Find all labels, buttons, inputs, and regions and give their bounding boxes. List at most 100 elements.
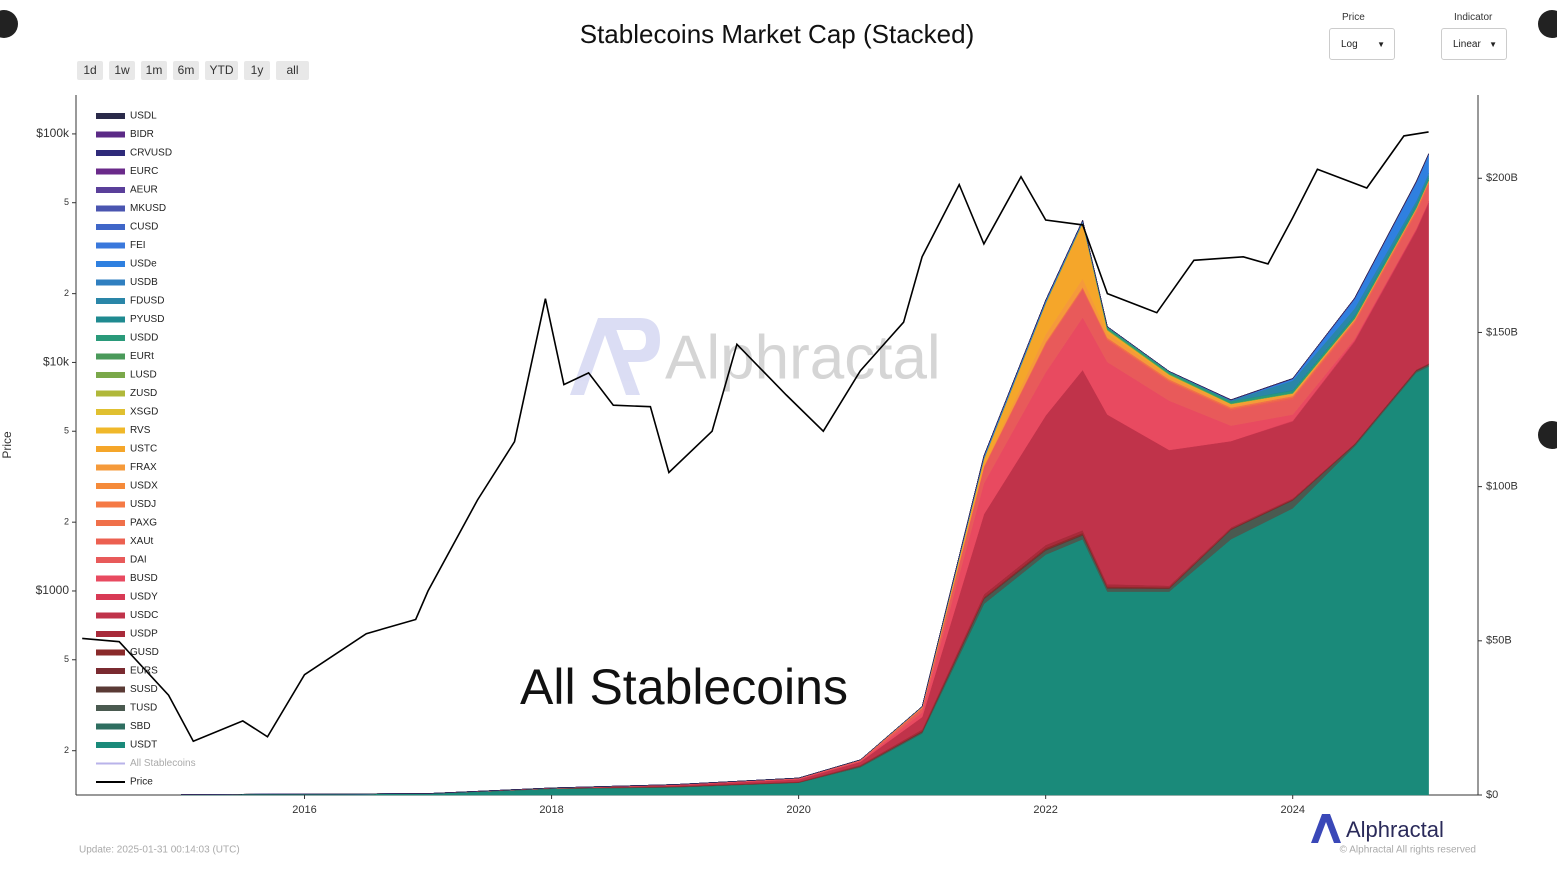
legend-swatch: [96, 631, 125, 637]
update-time: Update: 2025-01-31 00:14:03 (UTC): [79, 845, 240, 856]
legend-label: EURC: [130, 166, 158, 177]
nav-side[interactable]: [1538, 421, 1557, 449]
x-tick-label: 2022: [1033, 804, 1057, 816]
legend-label: USDC: [130, 610, 158, 621]
y2-tick-label: $50B: [1486, 635, 1512, 647]
legend-swatch: [96, 335, 125, 341]
price-line: [82, 131, 1429, 743]
rights: © Alphractal All rights reserved: [1340, 845, 1476, 856]
legend-swatch: [96, 113, 125, 119]
legend-swatch: [96, 224, 125, 230]
y-tick-label: 5: [64, 426, 69, 436]
y-tick-label: 2: [64, 517, 69, 527]
indicator-select[interactable]: Linear: [1441, 28, 1507, 61]
brand: Alphractal: [1346, 817, 1444, 842]
legend-swatch: [96, 781, 125, 783]
legend-swatch: [96, 409, 125, 415]
y-axis-label: Price: [0, 431, 14, 459]
legend-label: SBD: [130, 721, 151, 732]
legend-label: USDe: [130, 259, 157, 270]
legend-label: FDUSD: [130, 296, 164, 307]
range-button[interactable]: 1d: [77, 61, 103, 80]
legend-swatch: [96, 372, 125, 378]
legend-swatch: [96, 298, 125, 304]
x-tick-label: 2024: [1280, 804, 1304, 816]
legend-label: USDP: [130, 629, 158, 640]
legend-label: CRVUSD: [130, 148, 172, 159]
legend-label: EURt: [130, 351, 154, 362]
legend-label: BUSD: [130, 573, 158, 584]
range-button[interactable]: 6m: [173, 61, 199, 80]
y-tick-label: $1000: [36, 583, 70, 597]
y2-tick-label: $0: [1486, 789, 1498, 801]
legend-swatch: [96, 557, 125, 563]
legend-label: MKUSD: [130, 203, 166, 214]
legend-label: PAXG: [130, 518, 157, 529]
legend-swatch: [96, 446, 125, 452]
nav-next[interactable]: [1538, 10, 1557, 38]
legend-label: CUSD: [130, 222, 158, 233]
legend-swatch: [96, 501, 125, 508]
legend-swatch: [96, 168, 125, 175]
legend-label: USDD: [130, 333, 158, 344]
legend-swatch: [96, 649, 125, 656]
legend-label: All Stablecoins: [130, 758, 196, 769]
plot-area: [82, 131, 1429, 796]
legend-label: USDT: [130, 740, 157, 751]
legend-swatch: [96, 705, 125, 711]
legend-label: USDX: [130, 481, 158, 492]
y2-tick-label: $100B: [1486, 481, 1518, 493]
legend-label: Price: [130, 777, 153, 788]
y-tick-label: 2: [64, 745, 69, 755]
legend-label: XSGD: [130, 407, 158, 418]
watermark-text: Alphractal: [665, 323, 941, 392]
x-tick-label: 2018: [539, 804, 563, 816]
range-button[interactable]: YTD: [205, 61, 238, 80]
price-scale-select[interactable]: Log: [1329, 28, 1395, 61]
legend-swatch: [96, 723, 125, 730]
legend-swatch: [96, 612, 125, 619]
x-tick-label: 2016: [292, 804, 316, 816]
range-button[interactable]: 1w: [109, 61, 135, 80]
legend-label: BIDR: [130, 129, 154, 140]
legend-swatch: [96, 762, 125, 765]
legend-label: USDB: [130, 277, 158, 288]
legend-swatch: [96, 353, 125, 360]
legend-label: PYUSD: [130, 314, 164, 325]
indicator-label: Indicator: [1454, 12, 1493, 23]
range-button[interactable]: all: [276, 61, 309, 80]
legend-label: ZUSD: [130, 388, 157, 399]
range-button[interactable]: 1y: [244, 61, 270, 80]
range-button[interactable]: 1m: [141, 61, 167, 80]
legend-swatch: [96, 390, 125, 397]
y2-tick-label: $200B: [1486, 172, 1518, 184]
legend-label: FRAX: [130, 462, 157, 473]
legend-label: EURS: [130, 666, 158, 677]
legend-label: GUSD: [130, 647, 159, 658]
legend-swatch: [96, 742, 125, 748]
area: [180, 153, 1429, 795]
nav-prev[interactable]: [0, 10, 18, 38]
legend-swatch: [96, 279, 125, 286]
legend-label: USDJ: [130, 499, 156, 510]
legend-label: AEUR: [130, 185, 158, 196]
legend-swatch: [96, 205, 125, 212]
price-scale-label: Price: [1342, 12, 1365, 23]
legend-swatch: [96, 483, 125, 489]
y-tick-label: 5: [64, 654, 69, 664]
legend-swatch: [96, 668, 125, 674]
y-tick-label: $100k: [36, 126, 70, 140]
legend-swatch: [96, 242, 125, 249]
legend-swatch: [96, 520, 125, 526]
legend-label: USDL: [130, 111, 157, 122]
brand-logo: [1311, 814, 1341, 843]
legend-label: USDY: [130, 592, 158, 603]
legend-swatch: [96, 464, 125, 471]
legend-label: DAI: [130, 555, 147, 566]
legend-swatch: [96, 427, 125, 434]
legend-label: SUSD: [130, 684, 158, 695]
y-tick-label: $10k: [43, 355, 70, 369]
legend-swatch: [96, 150, 125, 156]
